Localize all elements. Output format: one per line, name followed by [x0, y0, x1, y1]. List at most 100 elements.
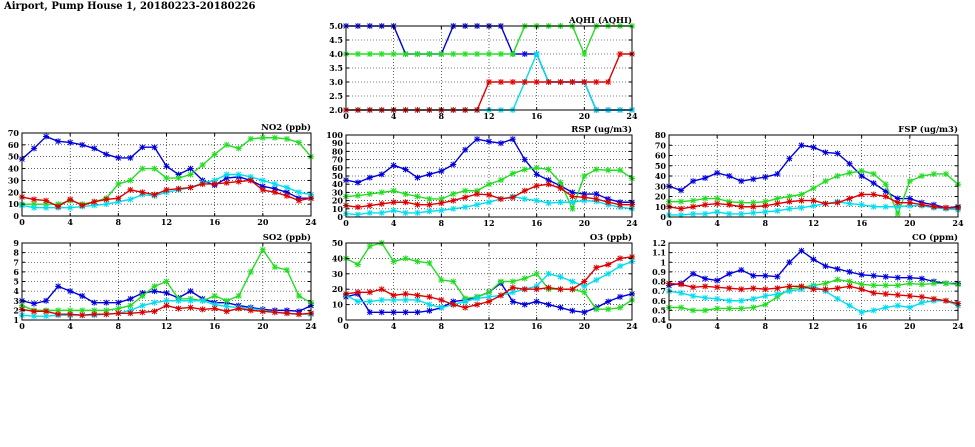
data-point	[438, 304, 445, 311]
y-tick-label: 0	[337, 212, 343, 222]
data-point	[593, 79, 600, 85]
data-point	[569, 307, 576, 314]
data-point	[617, 167, 624, 174]
data-point	[786, 283, 793, 290]
data-point	[533, 182, 540, 189]
data-point	[858, 167, 865, 174]
data-point	[474, 187, 481, 194]
data-point	[702, 210, 709, 217]
data-point	[402, 166, 409, 173]
y-tick-label: 80	[332, 146, 344, 156]
x-tick-label: 8	[763, 321, 769, 331]
data-point	[127, 310, 134, 317]
data-point	[714, 208, 721, 215]
data-point	[259, 183, 266, 190]
y-tick-label: 40	[332, 179, 344, 189]
x-tick-label: 8	[439, 111, 445, 121]
x-tick-label: 20	[904, 321, 916, 331]
data-point	[187, 165, 194, 172]
data-point	[486, 138, 492, 145]
data-point	[31, 204, 38, 211]
data-point	[31, 308, 38, 315]
y-tick-label: 0	[13, 211, 19, 221]
y-tick-label: 60	[8, 140, 20, 150]
data-point	[545, 79, 552, 85]
data-point	[235, 305, 242, 312]
data-point	[55, 307, 62, 314]
data-point	[605, 306, 612, 313]
y-tick-label: 70	[332, 155, 344, 165]
y-tick-label: 80	[655, 130, 667, 140]
data-point	[247, 307, 254, 314]
data-point	[798, 197, 805, 204]
data-point	[139, 292, 146, 299]
data-point	[521, 79, 528, 85]
data-point	[569, 199, 576, 206]
data-point	[187, 304, 194, 311]
data-point	[930, 280, 937, 287]
y-tick-label: 2.5	[329, 91, 343, 101]
data-point	[557, 185, 564, 192]
data-point	[870, 203, 877, 210]
data-point	[91, 307, 98, 314]
data-point	[906, 292, 913, 299]
data-point	[67, 307, 74, 314]
data-point	[366, 202, 373, 209]
x-tick-label: 8	[116, 217, 122, 227]
data-point	[846, 200, 853, 207]
data-point	[605, 261, 612, 268]
data-point	[474, 201, 481, 208]
data-point	[462, 194, 469, 201]
data-point	[235, 171, 242, 178]
data-point	[810, 256, 817, 263]
data-point	[533, 51, 540, 57]
data-point	[438, 296, 445, 303]
data-point	[43, 297, 50, 304]
data-point	[426, 260, 433, 267]
data-point	[378, 51, 385, 57]
data-point	[882, 291, 889, 298]
data-point	[79, 307, 86, 314]
data-point	[714, 305, 721, 312]
data-point	[295, 311, 302, 318]
data-point	[509, 136, 516, 143]
y-tick-label: 3.0	[329, 77, 343, 87]
data-point	[115, 154, 122, 161]
y-tick-label: 50	[332, 238, 344, 248]
data-point	[390, 199, 397, 206]
data-point	[533, 197, 540, 204]
data-point	[139, 189, 146, 196]
data-point	[738, 199, 745, 206]
data-point	[414, 174, 421, 181]
data-point	[822, 286, 829, 293]
y-tick-label: 50	[655, 161, 667, 171]
data-point	[91, 299, 98, 306]
data-point	[295, 189, 302, 196]
chart-aqhi: 0 4 8 12 16 20 24 2.0 2.5 3.0 3.5 4.0 4.5 5.0 AQHI (AQ…	[329, 15, 638, 121]
data-point	[509, 51, 516, 57]
y-tick-label: 30	[655, 181, 667, 191]
data-point	[678, 211, 685, 218]
data-point	[127, 186, 134, 193]
data-point	[521, 195, 528, 202]
data-point	[906, 199, 913, 206]
data-point	[402, 296, 409, 303]
x-tick-label: 16	[531, 111, 543, 121]
data-point	[438, 200, 445, 207]
x-tick-label: 16	[531, 218, 543, 228]
x-tick-label: 0	[19, 321, 25, 331]
data-point	[223, 308, 230, 315]
x-tick-label: 16	[856, 218, 868, 228]
data-point	[378, 309, 385, 316]
x-tick-label: 0	[343, 218, 349, 228]
data-point	[390, 187, 397, 194]
data-point	[786, 205, 793, 212]
x-tick-label: 16	[531, 321, 543, 331]
data-point	[678, 304, 685, 311]
data-point	[882, 273, 889, 280]
data-point	[497, 79, 504, 85]
data-point	[762, 208, 769, 215]
data-point	[175, 171, 182, 178]
x-tick-label: 4	[714, 218, 720, 228]
